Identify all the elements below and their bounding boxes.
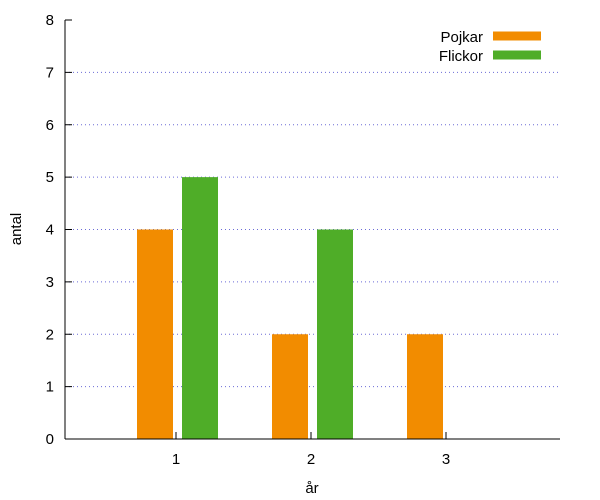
y-tick-label: 5: [46, 169, 54, 186]
bar-pojkar-2: [272, 334, 308, 439]
y-axis-label: antal: [8, 213, 25, 246]
bar-flickor-1: [182, 177, 218, 439]
legend: Pojkar Flickor: [439, 29, 541, 65]
legend-swatch-pojkar: [493, 31, 541, 41]
y-tick-label: 6: [46, 117, 54, 134]
grid-lines: [65, 71, 560, 388]
x-axis-label: år: [305, 480, 318, 497]
y-tick-label: 3: [46, 274, 54, 291]
legend-swatch-flickor: [493, 50, 541, 60]
legend-label-flickor: Flickor: [439, 48, 483, 65]
axes: [64, 19, 560, 440]
bar-pojkar-1: [137, 229, 173, 439]
bar-flickor-2: [317, 229, 353, 439]
bars: [137, 177, 443, 439]
y-tick-label: 2: [46, 326, 54, 343]
legend-label-pojkar: Pojkar: [440, 29, 483, 46]
y-tick-label: 1: [46, 379, 54, 396]
y-tick-label: 4: [46, 222, 54, 239]
x-tick-label: 1: [172, 451, 180, 468]
y-tick-label: 7: [46, 64, 54, 81]
x-tick-label: 3: [442, 451, 450, 468]
tick-labels: 0 1 2 3 4 5 6 7 8 1 2 3: [46, 12, 451, 468]
y-tick-label: 8: [46, 12, 54, 29]
x-tick-label: 2: [307, 451, 315, 468]
y-tick-label: 0: [46, 431, 54, 448]
bar-pojkar-3: [407, 334, 443, 439]
